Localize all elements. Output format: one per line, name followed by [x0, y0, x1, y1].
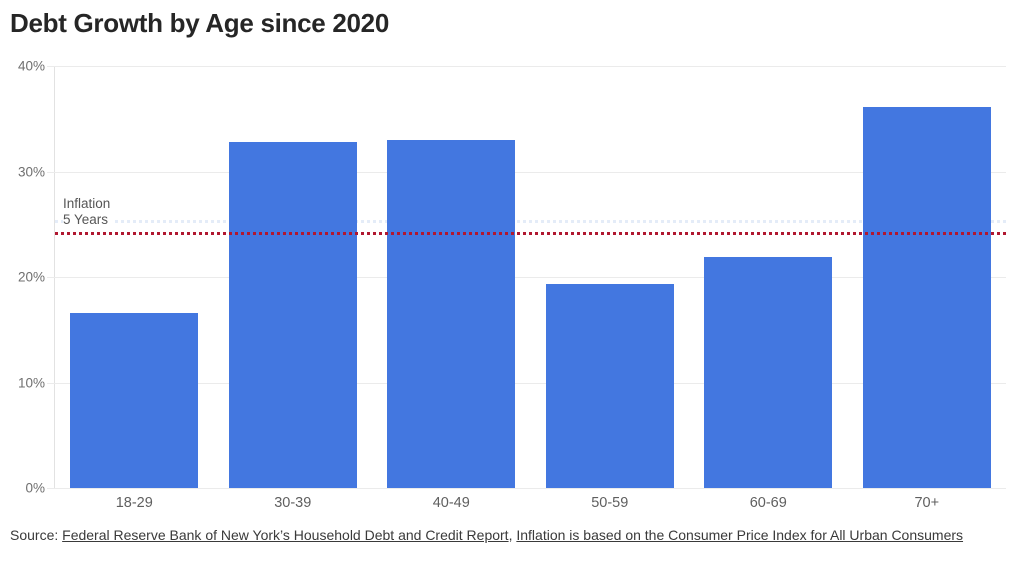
- inflation-label-line2: 5 Years: [63, 211, 109, 227]
- x-axis-label: 70+: [914, 495, 940, 511]
- gridline: [47, 277, 1006, 278]
- gridline: [47, 66, 1006, 67]
- bar-18-29: [70, 312, 199, 488]
- inflation-line-label: Inflation 5 Years: [63, 196, 116, 229]
- plot-area: 0% 10% 20% 30% 40% 18-29 30-39 40-49 50-59 60-69…: [18, 59, 1006, 511]
- gridline: [47, 382, 1006, 384]
- chart-title: Debt Growth by Age since 2020: [10, 8, 390, 38]
- bar-30-39: [228, 141, 357, 488]
- y-axis-label: 40%: [17, 58, 45, 74]
- x-axis-label: 40-49: [432, 495, 470, 511]
- y-axis-label: 30%: [17, 164, 45, 179]
- x-axis-label: 60-69: [749, 495, 787, 511]
- inflation-label-line1: Inflation: [63, 196, 111, 211]
- secondary-faint-line: [55, 219, 1006, 223]
- x-axis-label: 30-39: [274, 495, 312, 511]
- x-axis-label: 18-29: [115, 495, 153, 511]
- source-note: Source: Federal Reserve Bank of New York…: [10, 526, 968, 546]
- source-separator: ,: [508, 527, 517, 543]
- x-axis-label: 50-59: [591, 495, 629, 511]
- bar-70+: [862, 107, 991, 488]
- bar-50-59: [545, 284, 674, 488]
- bar-60-69: [704, 256, 833, 488]
- y-axis-label: 0%: [25, 480, 45, 496]
- source-prefix: Source:: [10, 527, 63, 543]
- source-link-2[interactable]: Inflation is based on the Consumer Price…: [516, 527, 964, 543]
- gridline: [47, 171, 1006, 173]
- inflation-5-years-line: [55, 232, 1006, 236]
- source-link-1[interactable]: Federal Reserve Bank of New York’s House…: [62, 527, 509, 543]
- gridline: [47, 488, 1006, 489]
- y-axis-label: 20%: [17, 269, 45, 285]
- bar-40-49: [387, 139, 516, 488]
- y-axis-label: 10%: [17, 375, 45, 390]
